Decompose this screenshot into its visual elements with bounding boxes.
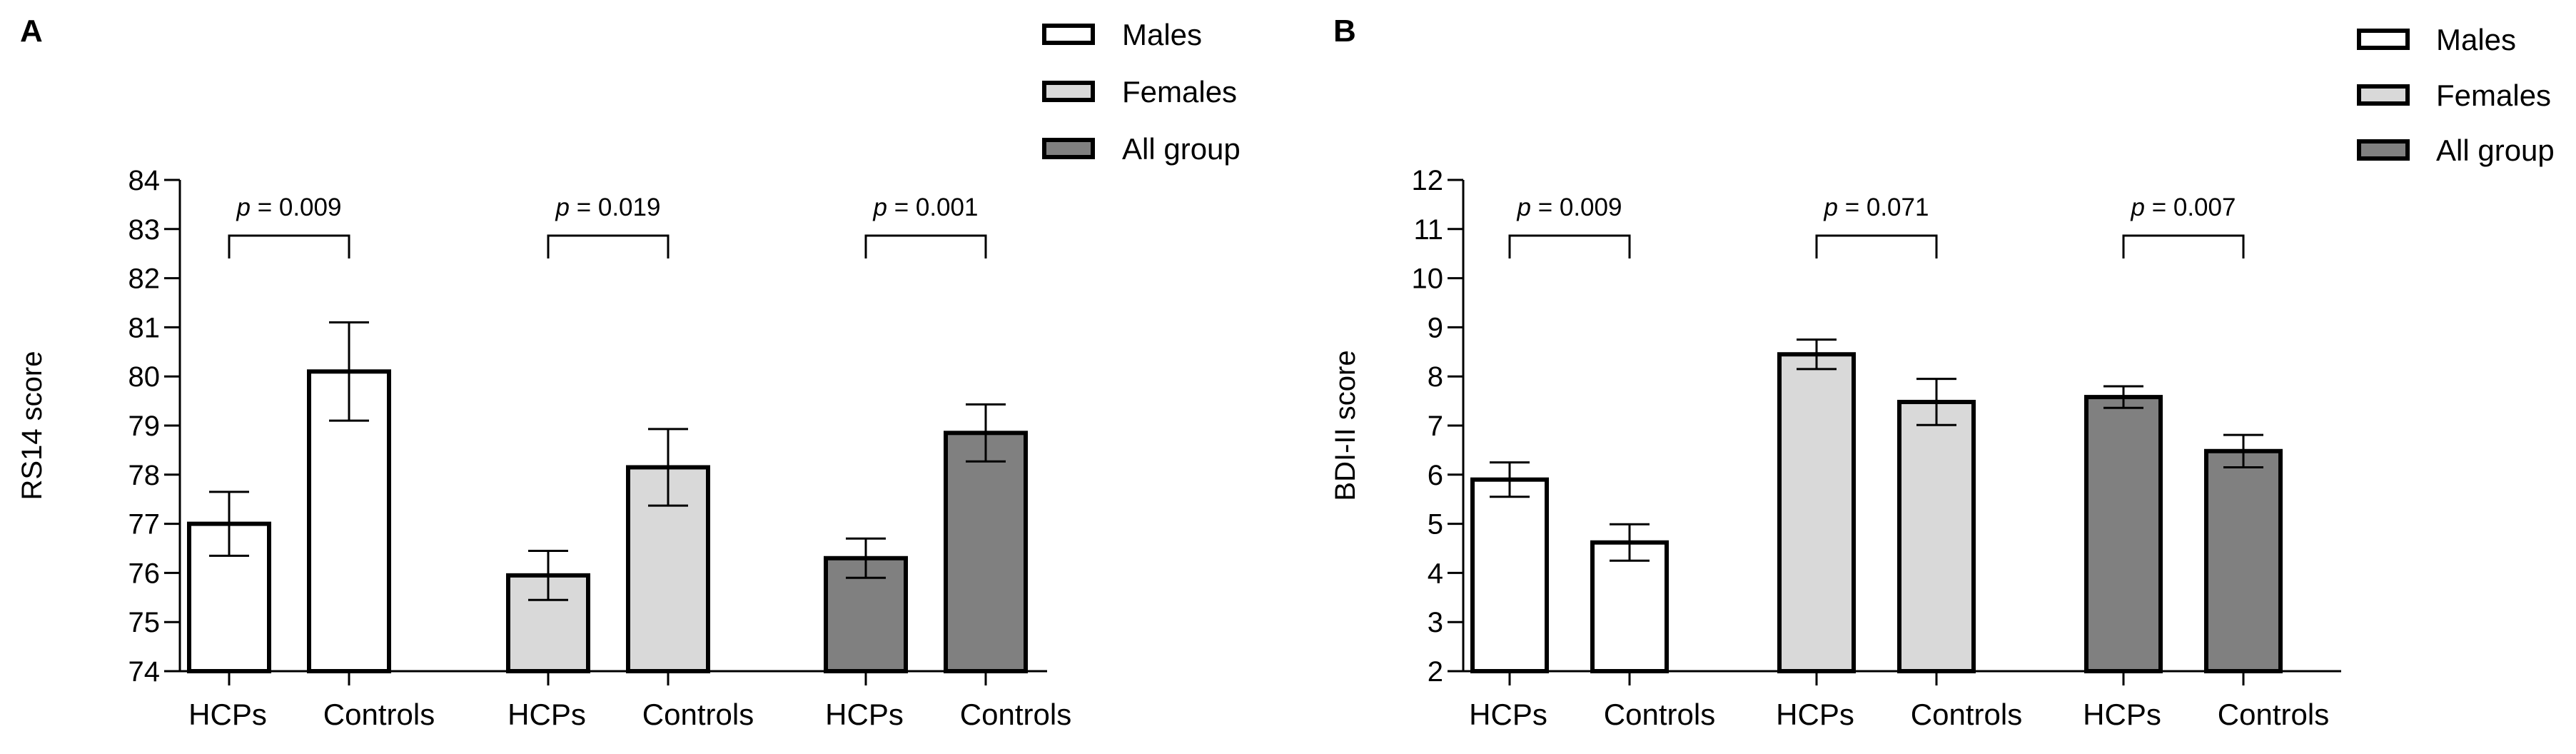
- y-tick-label: 78: [128, 460, 161, 491]
- y-tick-label: 5: [1428, 509, 1443, 541]
- legend-label-females: Females: [2436, 79, 2551, 112]
- y-tick-label: 7: [1428, 411, 1443, 442]
- panel-letter: B: [1333, 14, 1356, 49]
- bar-females-hcps: [1777, 352, 1856, 673]
- x-tick-label-controls: Controls: [642, 698, 754, 731]
- y-tick-label: 9: [1428, 312, 1443, 343]
- significance-bracket: [547, 234, 670, 258]
- significance-bracket: [864, 234, 987, 258]
- x-tick-label-hcps: HCPs: [825, 698, 904, 731]
- y-axis-label: BDI-II score: [1330, 350, 1361, 501]
- y-tick-label: 75: [128, 607, 161, 638]
- y-tick-label: 84: [128, 165, 161, 196]
- significance-bracket: [228, 234, 350, 258]
- legend-swatch-males: [2357, 29, 2410, 50]
- legend-swatch-females: [1042, 81, 1095, 102]
- y-tick-label: 79: [128, 411, 161, 442]
- bar-males-hcps: [1470, 477, 1549, 673]
- x-tick-label-controls: Controls: [2218, 698, 2329, 731]
- y-tick-label: 2: [1428, 656, 1443, 688]
- x-tick-label-hcps: HCPs: [188, 698, 267, 731]
- bar-all-group-controls: [944, 431, 1028, 673]
- panel-b: B BDI-II score 2 3 4 5 6 7 8 9 10 11 12 HCPs Controls p…: [1330, 14, 2555, 731]
- p-value-label: p = 0.009: [236, 193, 342, 221]
- bar-males-controls: [307, 369, 391, 673]
- y-tick-label: 4: [1428, 558, 1443, 589]
- bar-males-controls: [1590, 540, 1669, 674]
- legend-label-all-group: All group: [2436, 134, 2555, 167]
- y-tick-label: 10: [1412, 263, 1444, 295]
- y-tick-label: 82: [128, 263, 161, 295]
- legend-swatch-all-group: [1042, 138, 1095, 159]
- y-tick-label: 76: [128, 558, 161, 589]
- legend-label-all-group: All group: [1122, 132, 1241, 166]
- p-value-label: p = 0.019: [555, 193, 661, 221]
- x-tick-label-controls: Controls: [1604, 698, 1715, 731]
- x-tick-label-controls: Controls: [960, 698, 1071, 731]
- y-tick-label: 8: [1428, 361, 1443, 393]
- y-tick-label: 6: [1428, 460, 1443, 491]
- legend-swatch-all-group: [2357, 139, 2410, 161]
- bar-females-controls: [1897, 399, 1976, 673]
- p-value-label: p = 0.009: [1517, 193, 1622, 221]
- legend-swatch-females: [2357, 84, 2410, 106]
- y-tick-label: 11: [1413, 214, 1443, 246]
- y-tick-label: 80: [128, 361, 161, 393]
- x-tick-label-controls: Controls: [1911, 698, 2022, 731]
- x-tick-label-hcps: HCPs: [1776, 698, 1854, 731]
- y-tick-label: 83: [128, 214, 161, 246]
- legend-label-males: Males: [2436, 23, 2516, 56]
- p-value-label: p = 0.007: [2131, 193, 2236, 221]
- legend-swatch-males: [1042, 24, 1095, 45]
- x-tick-label-hcps: HCPs: [2083, 698, 2161, 731]
- panel-letter: A: [20, 14, 43, 49]
- y-tick-label: 12: [1412, 165, 1444, 196]
- y-tick-label: 3: [1428, 607, 1443, 638]
- x-tick-label-hcps: HCPs: [507, 698, 586, 731]
- y-tick-label: 81: [128, 312, 161, 343]
- legend-label-females: Females: [1122, 75, 1237, 109]
- y-tick-label: 74: [128, 656, 161, 688]
- significance-bracket: [1815, 234, 1938, 258]
- x-tick-label-controls: Controls: [323, 698, 435, 731]
- p-value-label: p = 0.071: [1824, 193, 1929, 221]
- panel-a: A RS14 score 74 75 76 77 78 79 80 81 82 83 84 HCPs Con…: [16, 14, 1241, 731]
- significance-bracket: [2122, 234, 2245, 258]
- x-tick-label-hcps: HCPs: [1469, 698, 1547, 731]
- y-tick-label: 77: [128, 509, 161, 541]
- bar-all-group-hcps: [2084, 395, 2163, 673]
- p-value-label: p = 0.001: [873, 193, 979, 221]
- significance-bracket: [1508, 234, 1631, 258]
- y-axis-label: RS14 score: [16, 351, 48, 501]
- bar-males-hcps: [187, 521, 271, 673]
- legend-label-males: Males: [1122, 18, 1202, 51]
- bar-all-group-controls: [2204, 448, 2283, 673]
